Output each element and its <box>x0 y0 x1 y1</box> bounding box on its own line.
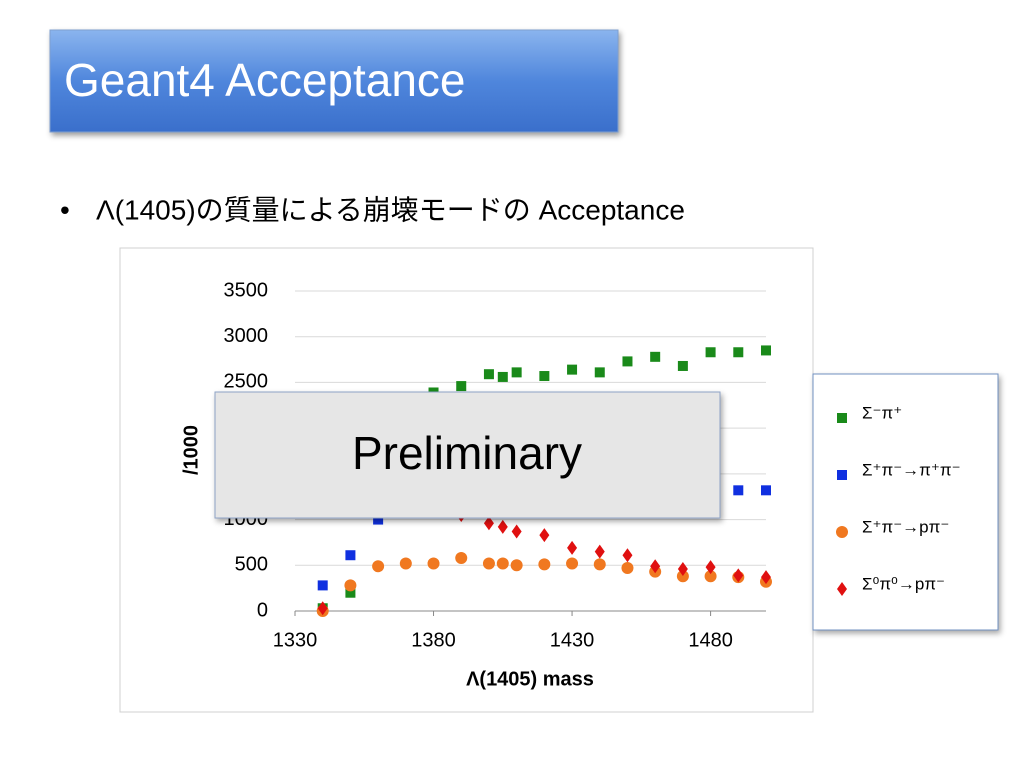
y-tick-label: 500 <box>235 554 268 576</box>
title-box <box>49 29 619 133</box>
legend-label: Σ⁺π⁻→π⁺π⁻ <box>862 460 961 479</box>
annotation: Preliminary <box>352 427 582 479</box>
legend-marker <box>837 413 847 423</box>
y-tick-label: 3000 <box>224 325 269 347</box>
point <box>593 558 606 571</box>
point <box>761 485 771 496</box>
point <box>539 528 550 543</box>
point <box>705 560 716 575</box>
x-tick-label: 1480 <box>688 629 733 651</box>
point <box>511 367 522 378</box>
point <box>761 570 771 585</box>
point <box>677 561 688 576</box>
bullet-dot: • <box>60 194 70 225</box>
point <box>496 557 509 570</box>
point <box>511 524 522 539</box>
point <box>621 562 634 575</box>
point <box>345 550 356 561</box>
x-tick-label: 1430 <box>550 629 595 651</box>
point <box>622 548 633 563</box>
point <box>539 371 550 382</box>
point <box>497 371 508 382</box>
point <box>317 580 328 591</box>
point <box>677 360 688 371</box>
point <box>456 381 467 392</box>
legend-marker <box>837 582 847 596</box>
legend-marker <box>837 470 847 480</box>
point <box>373 514 384 525</box>
y-tick-label: 2500 <box>224 371 269 393</box>
point <box>483 516 494 531</box>
point <box>650 351 661 362</box>
point <box>317 601 328 616</box>
y-tick-label: 3500 <box>224 279 269 301</box>
point <box>705 347 716 358</box>
point <box>427 557 440 570</box>
point <box>704 570 717 583</box>
legend-label: Σ⁻π⁺ <box>862 403 902 422</box>
legend-label: Σ⁺π⁻→pπ⁻ <box>862 517 949 536</box>
legend-label: Σ⁰π⁰→pπ⁻ <box>862 574 945 593</box>
point <box>567 540 578 555</box>
point <box>510 559 523 572</box>
point <box>567 364 578 375</box>
point <box>676 570 689 583</box>
point <box>733 347 744 358</box>
annotation-box <box>214 391 721 519</box>
x-axis-label: Λ(1405) mass <box>466 668 594 690</box>
point <box>650 559 661 574</box>
bullet-text: Λ(1405)の質量による崩壊モードの Acceptance <box>96 194 685 225</box>
point <box>733 568 744 583</box>
y-tick-label: 0 <box>257 599 268 621</box>
point <box>594 544 605 559</box>
slide-title: Geant4 Acceptance <box>64 54 466 106</box>
point <box>344 579 357 592</box>
point <box>594 367 605 378</box>
point <box>566 557 579 570</box>
point <box>483 369 494 380</box>
point <box>497 519 508 534</box>
point <box>482 557 495 570</box>
point <box>455 551 468 564</box>
y-axis-label: /1000 <box>180 425 202 475</box>
point <box>622 356 633 367</box>
point <box>733 485 744 496</box>
point <box>761 345 771 356</box>
point <box>538 558 551 571</box>
point <box>372 560 385 573</box>
x-tick-label: 1380 <box>411 629 456 651</box>
legend-marker <box>836 526 848 538</box>
x-tick-label: 1330 <box>273 629 318 651</box>
point <box>345 587 356 598</box>
point <box>399 557 412 570</box>
